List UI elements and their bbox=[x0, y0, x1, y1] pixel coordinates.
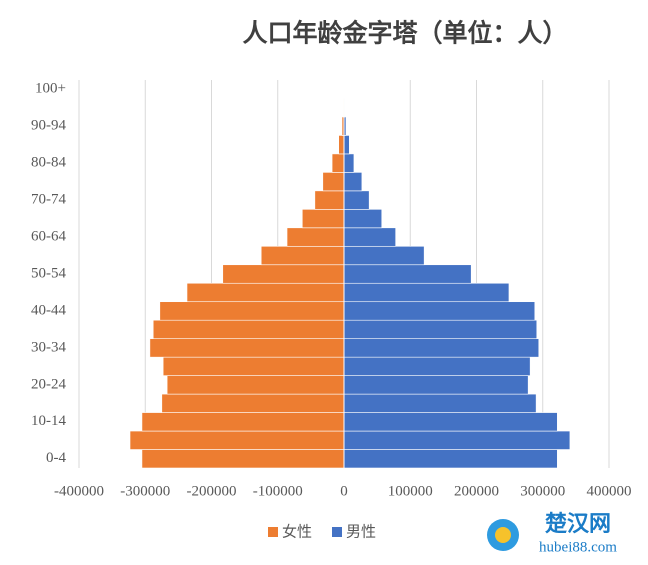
y-tick-label: 70-74 bbox=[31, 192, 66, 208]
legend-swatch bbox=[332, 527, 342, 537]
watermark: 楚汉网 hubei88.com bbox=[487, 511, 617, 555]
x-tick-label: -100000 bbox=[253, 483, 303, 499]
bar bbox=[314, 190, 345, 210]
bar bbox=[343, 319, 538, 339]
bar bbox=[166, 375, 345, 395]
bar bbox=[343, 209, 383, 229]
bar bbox=[152, 319, 345, 339]
bar bbox=[343, 227, 396, 247]
bar bbox=[343, 282, 510, 303]
y-tick-label: 80-84 bbox=[31, 155, 66, 171]
chart-title: 人口年龄金字塔（单位：人） bbox=[242, 19, 567, 48]
bar bbox=[343, 338, 540, 358]
y-tick-label: 30-34 bbox=[31, 339, 66, 355]
legend-label: 女性 bbox=[282, 522, 312, 540]
y-tick-label: 20-24 bbox=[31, 376, 66, 392]
x-tick-label: 200000 bbox=[454, 483, 499, 499]
bar bbox=[343, 172, 363, 192]
bar bbox=[343, 190, 370, 210]
bar bbox=[343, 245, 425, 266]
bar bbox=[343, 449, 558, 469]
y-tick-label: 50-54 bbox=[31, 265, 66, 281]
x-tick-label: 400000 bbox=[587, 483, 632, 499]
bar bbox=[331, 153, 345, 173]
bar bbox=[322, 172, 345, 192]
bar bbox=[222, 264, 345, 284]
bar bbox=[149, 338, 345, 358]
y-tick-label: 60-64 bbox=[31, 228, 66, 244]
bar bbox=[129, 430, 345, 450]
logo-icon bbox=[495, 527, 511, 543]
bar bbox=[260, 245, 345, 266]
bar bbox=[159, 301, 345, 321]
bar bbox=[286, 227, 345, 247]
watermark-url: hubei88.com bbox=[539, 539, 617, 555]
bar bbox=[141, 449, 345, 469]
x-tick-label: -400000 bbox=[54, 483, 104, 499]
x-tick-label: -300000 bbox=[120, 483, 170, 499]
bar bbox=[343, 430, 571, 450]
y-tick-label: 100+ bbox=[35, 81, 66, 97]
bar bbox=[343, 356, 531, 376]
bar bbox=[343, 393, 537, 413]
x-tick-label: 100000 bbox=[388, 483, 433, 499]
y-tick-label: 40-44 bbox=[31, 302, 66, 318]
bar bbox=[301, 209, 345, 229]
x-tick-label: -200000 bbox=[187, 483, 237, 499]
bar bbox=[338, 135, 345, 155]
bar bbox=[343, 375, 529, 395]
y-tick-label: 10-14 bbox=[31, 413, 66, 429]
bar bbox=[186, 282, 345, 303]
bar bbox=[343, 412, 558, 432]
bar bbox=[141, 412, 345, 432]
bar bbox=[343, 264, 472, 284]
legend-label: 男性 bbox=[346, 523, 376, 540]
legend-swatch bbox=[268, 527, 278, 537]
bar bbox=[162, 356, 345, 376]
y-tick-label: 90-94 bbox=[31, 118, 66, 134]
y-tick-label: 0-4 bbox=[46, 450, 66, 466]
bar bbox=[343, 135, 350, 155]
bar bbox=[343, 153, 355, 173]
bar bbox=[161, 393, 345, 413]
x-tick-label: 0 bbox=[340, 483, 348, 499]
bar bbox=[343, 301, 536, 321]
x-tick-label: 300000 bbox=[520, 483, 565, 499]
watermark-name: 楚汉网 bbox=[545, 511, 611, 536]
